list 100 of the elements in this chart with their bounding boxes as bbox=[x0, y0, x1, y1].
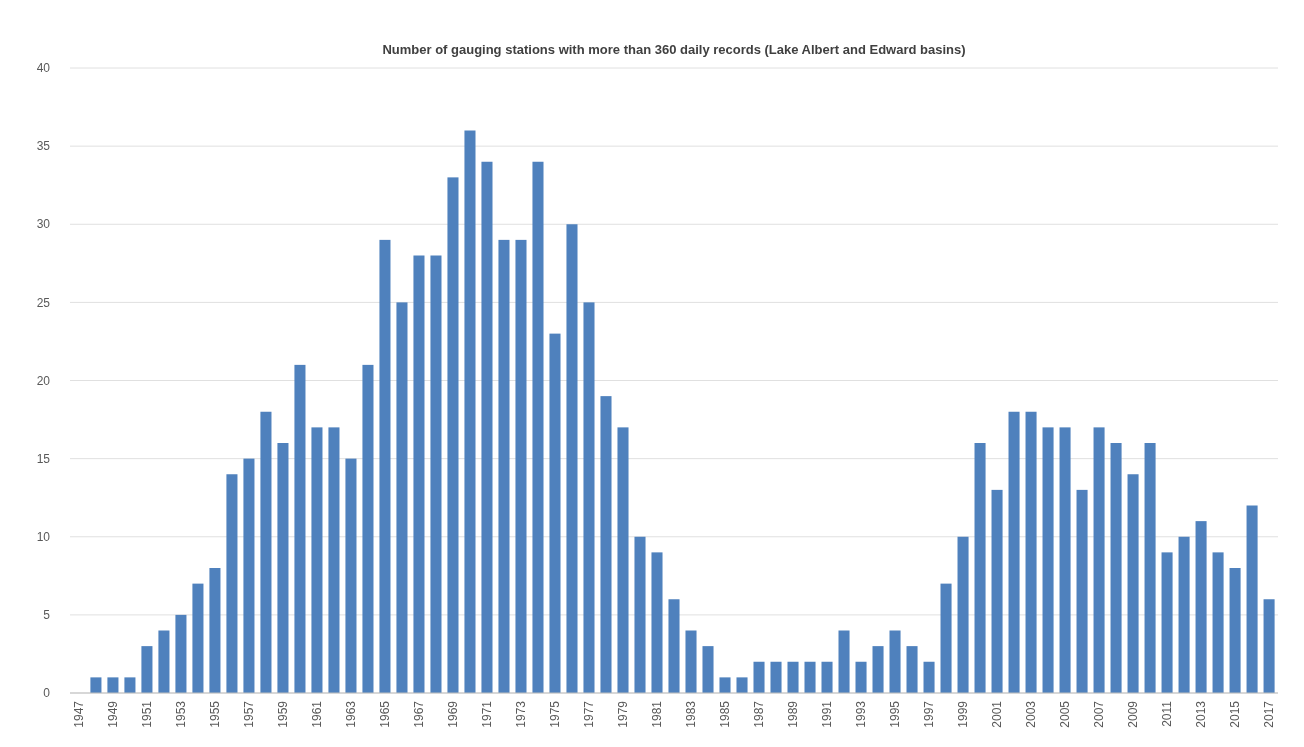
x-tick-label: 1997 bbox=[922, 700, 937, 728]
bar bbox=[1212, 552, 1224, 693]
bar bbox=[1025, 411, 1037, 693]
bar bbox=[753, 661, 765, 693]
bar bbox=[277, 443, 289, 693]
bar bbox=[158, 630, 170, 693]
x-tick-label: 1999 bbox=[956, 700, 971, 728]
bar bbox=[1161, 552, 1173, 693]
x-tick-label: 1985 bbox=[718, 700, 733, 728]
bar bbox=[719, 677, 731, 693]
bar bbox=[209, 568, 221, 693]
y-tick-label: 0 bbox=[43, 686, 51, 701]
bar bbox=[1076, 489, 1088, 693]
bar bbox=[515, 239, 527, 693]
bar bbox=[192, 583, 204, 693]
x-tick-label: 1979 bbox=[616, 700, 631, 728]
bar bbox=[770, 661, 782, 693]
x-tick-label: 2013 bbox=[1194, 700, 1209, 728]
bar bbox=[226, 474, 238, 693]
bar bbox=[447, 177, 459, 693]
bar bbox=[396, 302, 408, 693]
bar bbox=[141, 646, 153, 693]
bar bbox=[736, 677, 748, 693]
bar bbox=[430, 255, 442, 693]
y-tick-label: 5 bbox=[43, 608, 51, 623]
x-tick-label: 1949 bbox=[106, 700, 121, 728]
bar bbox=[634, 536, 646, 693]
x-tick-label: 1971 bbox=[480, 700, 495, 728]
bar bbox=[566, 224, 578, 693]
bar bbox=[923, 661, 935, 693]
x-tick-label: 2005 bbox=[1058, 700, 1073, 728]
x-tick-label: 1947 bbox=[72, 700, 87, 728]
y-tick-label: 30 bbox=[36, 217, 51, 232]
x-tick-label: 2011 bbox=[1160, 700, 1175, 727]
x-tick-label: 1983 bbox=[684, 700, 699, 728]
bar bbox=[1093, 427, 1105, 693]
bar bbox=[889, 630, 901, 693]
x-tick-label: 1975 bbox=[548, 700, 563, 728]
x-tick-label: 1995 bbox=[888, 700, 903, 728]
x-tick-label: 1991 bbox=[820, 700, 835, 728]
bar bbox=[481, 161, 493, 693]
bar bbox=[651, 552, 663, 693]
bar bbox=[532, 161, 544, 693]
bar bbox=[1178, 536, 1190, 693]
bar bbox=[175, 614, 187, 693]
x-tick-label: 1959 bbox=[276, 700, 291, 728]
x-tick-label: 2001 bbox=[990, 700, 1005, 728]
x-tick-label: 1969 bbox=[446, 700, 461, 728]
x-tick-label: 1957 bbox=[242, 700, 257, 728]
x-tick-label: 1973 bbox=[514, 700, 529, 728]
bar bbox=[1059, 427, 1071, 693]
x-tick-label: 1963 bbox=[344, 700, 359, 728]
x-tick-label: 1965 bbox=[378, 700, 393, 728]
bar bbox=[1127, 474, 1139, 693]
y-tick-label: 20 bbox=[36, 373, 51, 388]
bar bbox=[617, 427, 629, 693]
x-tick-label: 2003 bbox=[1024, 700, 1039, 728]
x-tick-label: 1987 bbox=[752, 700, 767, 728]
x-tick-label: 1981 bbox=[650, 700, 665, 728]
bar bbox=[90, 677, 102, 693]
bar bbox=[1263, 599, 1275, 693]
bar bbox=[855, 661, 867, 693]
bar bbox=[940, 583, 952, 693]
y-tick-label: 35 bbox=[36, 139, 51, 154]
bar bbox=[906, 646, 918, 693]
bar bbox=[1144, 443, 1156, 693]
bar bbox=[668, 599, 680, 693]
bar bbox=[1246, 505, 1258, 693]
x-tick-label: 1953 bbox=[174, 700, 189, 728]
x-tick-label: 2015 bbox=[1228, 700, 1243, 728]
y-tick-label: 40 bbox=[36, 61, 51, 76]
bar bbox=[260, 411, 272, 693]
x-tick-label: 1967 bbox=[412, 700, 427, 728]
bar bbox=[1110, 443, 1122, 693]
chart-title: Number of gauging stations with more than 360 daily records (Lake Albert and Edward basins) bbox=[382, 42, 966, 57]
bar bbox=[991, 489, 1003, 693]
bar bbox=[685, 630, 697, 693]
bar bbox=[583, 302, 595, 693]
y-tick-label: 25 bbox=[36, 295, 51, 310]
bar bbox=[413, 255, 425, 693]
bar bbox=[1042, 427, 1054, 693]
y-tick-label: 10 bbox=[36, 529, 51, 544]
bar bbox=[124, 677, 136, 693]
x-tick-label: 1961 bbox=[310, 700, 325, 728]
bar bbox=[345, 458, 357, 693]
bar bbox=[1008, 411, 1020, 693]
y-tick-label: 15 bbox=[36, 451, 51, 466]
bar bbox=[600, 396, 612, 693]
bar bbox=[974, 443, 986, 693]
bar bbox=[1229, 568, 1241, 693]
bar bbox=[379, 239, 391, 693]
bar bbox=[804, 661, 816, 693]
x-tick-label: 1955 bbox=[208, 700, 223, 728]
bar bbox=[107, 677, 119, 693]
x-tick-label: 1993 bbox=[854, 700, 869, 728]
bar bbox=[294, 364, 306, 693]
x-tick-label: 1951 bbox=[140, 700, 155, 728]
bar bbox=[702, 646, 714, 693]
bar bbox=[498, 239, 510, 693]
bar bbox=[549, 333, 561, 693]
